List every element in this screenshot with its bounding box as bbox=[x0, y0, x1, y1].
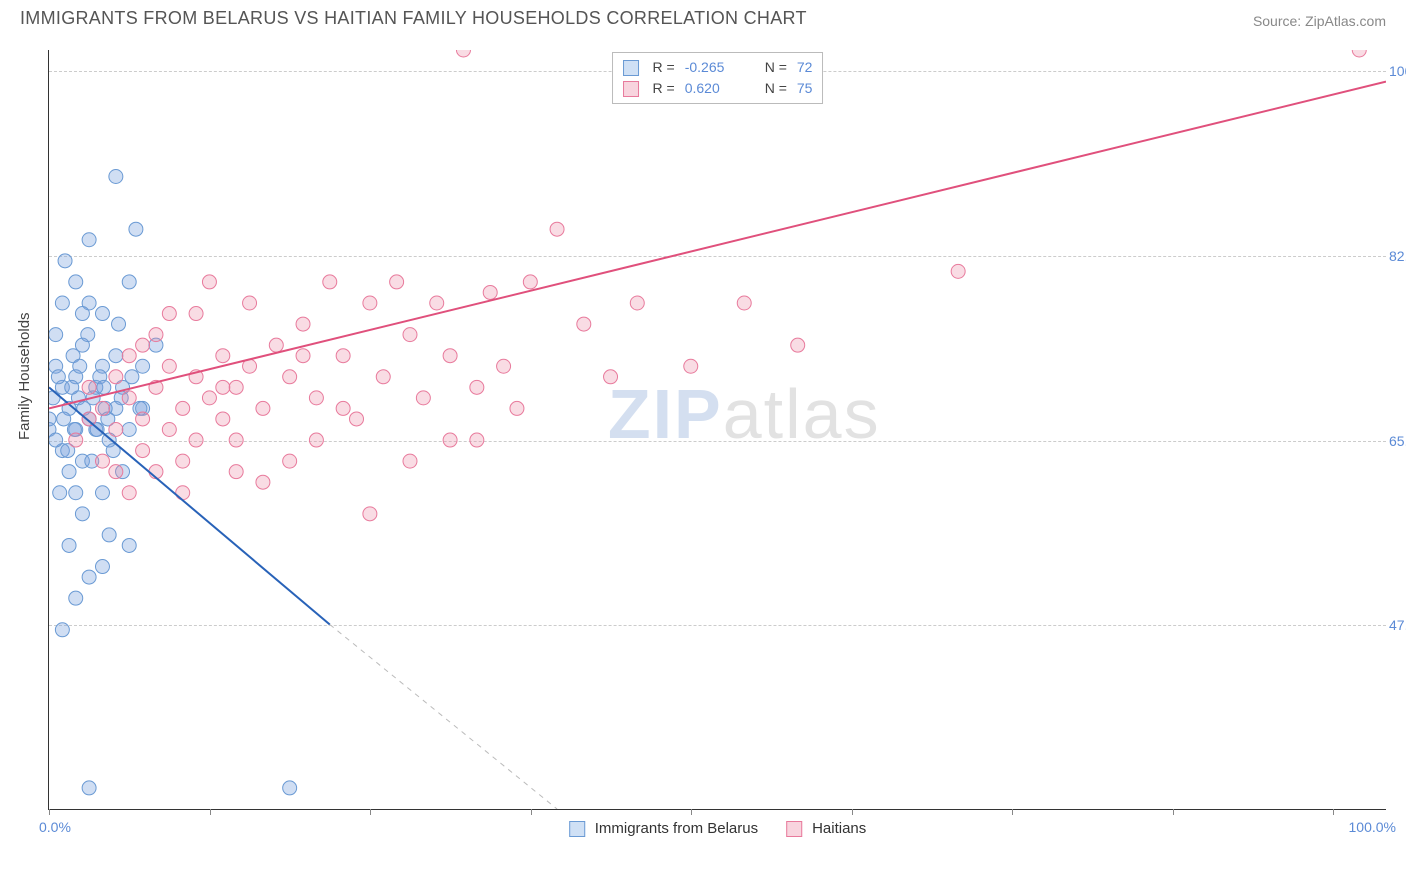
x-tick bbox=[1173, 809, 1174, 815]
correlation-legend: R = -0.265 N = 72 R = 0.620 N = 75 bbox=[612, 52, 824, 104]
y-tick-label: 100.0% bbox=[1389, 63, 1406, 79]
swatch-belarus bbox=[623, 60, 639, 76]
x-tick bbox=[210, 809, 211, 815]
chart-svg bbox=[49, 50, 1386, 809]
legend-item-belarus: Immigrants from Belarus bbox=[569, 820, 758, 837]
x-axis-min-label: 0.0% bbox=[39, 819, 71, 835]
swatch-haitians-bottom bbox=[786, 821, 802, 837]
swatch-haitians bbox=[623, 81, 639, 97]
x-tick bbox=[370, 809, 371, 815]
x-tick bbox=[49, 809, 50, 815]
legend-row-belarus: R = -0.265 N = 72 bbox=[623, 57, 813, 78]
y-tick-label: 47.5% bbox=[1389, 617, 1406, 633]
y-tick-label: 65.0% bbox=[1389, 433, 1406, 449]
y-axis-label: Family Households bbox=[16, 312, 33, 440]
x-tick bbox=[1333, 809, 1334, 815]
x-tick bbox=[531, 809, 532, 815]
series-legend: Immigrants from Belarus Haitians bbox=[569, 820, 867, 837]
y-tick-label: 82.5% bbox=[1389, 248, 1406, 264]
x-tick bbox=[852, 809, 853, 815]
x-tick bbox=[691, 809, 692, 815]
legend-item-haitians: Haitians bbox=[786, 820, 866, 837]
plot-area: ZIPatlas R = -0.265 N = 72 R = 0.620 N =… bbox=[48, 50, 1386, 810]
x-axis-max-label: 100.0% bbox=[1349, 819, 1396, 835]
chart-header: IMMIGRANTS FROM BELARUS VS HAITIAN FAMIL… bbox=[0, 0, 1406, 33]
swatch-belarus-bottom bbox=[569, 821, 585, 837]
legend-row-haitians: R = 0.620 N = 75 bbox=[623, 78, 813, 99]
chart-title: IMMIGRANTS FROM BELARUS VS HAITIAN FAMIL… bbox=[20, 8, 807, 29]
x-tick bbox=[1012, 809, 1013, 815]
chart-source: Source: ZipAtlas.com bbox=[1253, 13, 1386, 29]
